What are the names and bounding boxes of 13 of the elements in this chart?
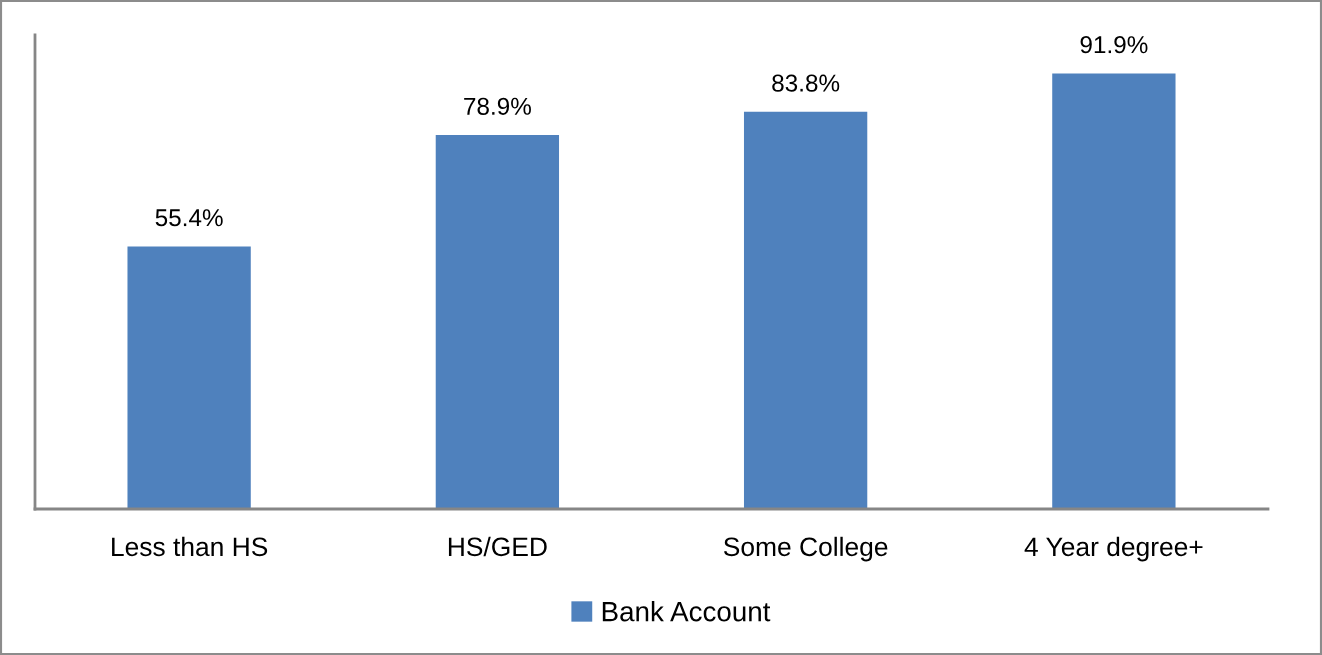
bar	[435, 135, 560, 509]
x-tick-label: Some College	[723, 536, 888, 562]
x-tick-label: 4 Year degree+	[1024, 536, 1203, 562]
data-label: 83.8%	[772, 74, 840, 92]
bar	[743, 111, 868, 509]
legend-label: Bank Account	[602, 601, 771, 622]
x-tick-label: HS/GED	[448, 536, 547, 557]
data-label: 55.4%	[155, 209, 223, 227]
data-label: 91.9%	[1080, 36, 1148, 54]
bar	[127, 246, 251, 509]
data-label: 78.9%	[464, 97, 531, 115]
x-tick-label: Less than HS	[112, 536, 268, 557]
bar	[1052, 73, 1176, 509]
